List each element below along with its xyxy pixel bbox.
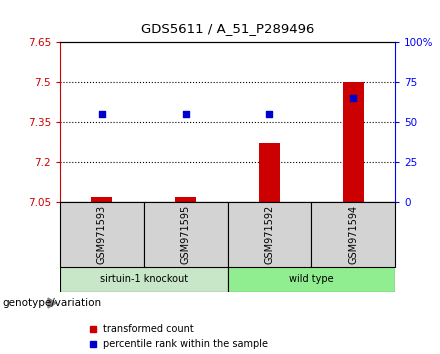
- Bar: [311, 202, 395, 267]
- Bar: [343, 82, 363, 202]
- Bar: [227, 267, 395, 292]
- Point: [182, 111, 189, 117]
- Legend: transformed count, percentile rank within the sample: transformed count, percentile rank withi…: [87, 324, 268, 349]
- Text: GDS5611 / A_51_P289496: GDS5611 / A_51_P289496: [141, 22, 314, 35]
- Text: GSM971593: GSM971593: [97, 205, 107, 264]
- Bar: [144, 202, 227, 267]
- Text: wild type: wild type: [289, 274, 334, 285]
- Bar: [92, 197, 112, 202]
- Text: GSM971592: GSM971592: [264, 205, 275, 264]
- Bar: [60, 202, 144, 267]
- Bar: [60, 267, 227, 292]
- Text: GSM971595: GSM971595: [181, 205, 191, 264]
- Polygon shape: [48, 298, 56, 308]
- Text: genotype/variation: genotype/variation: [2, 298, 101, 308]
- Point: [350, 95, 357, 101]
- Point: [266, 111, 273, 117]
- Bar: [227, 202, 311, 267]
- Text: GSM971594: GSM971594: [348, 205, 358, 264]
- Text: sirtuin-1 knockout: sirtuin-1 knockout: [100, 274, 188, 285]
- Bar: [175, 197, 196, 202]
- Bar: [259, 143, 280, 202]
- Point: [99, 111, 106, 117]
